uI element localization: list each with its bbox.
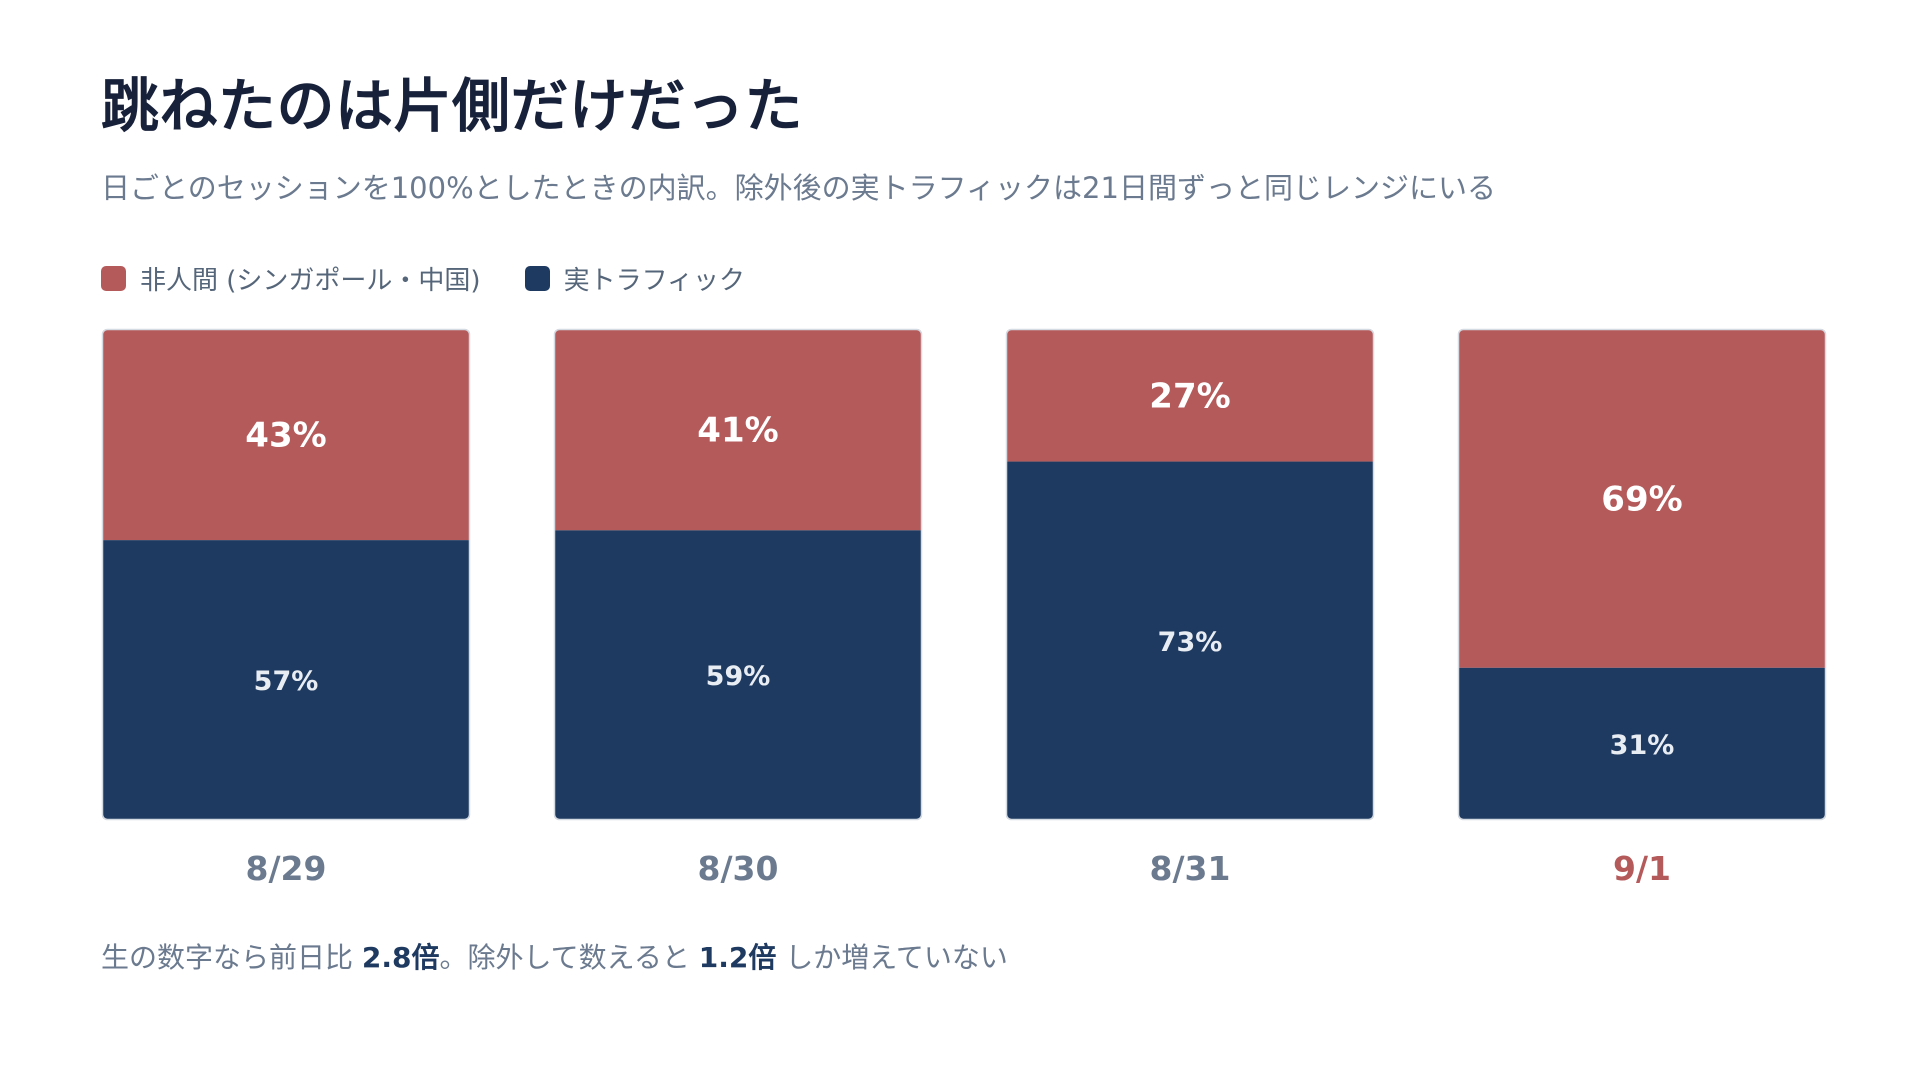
bar-outline-8-31 xyxy=(1005,328,1375,821)
x-tick-label-8-31: 8/31 xyxy=(1150,849,1231,888)
bar-stack-8-29 xyxy=(102,329,470,820)
chart-subtitle: 日ごとのセッションを100%としたときの内訳。除外後の実トラフィックは21日間ず… xyxy=(101,171,1496,205)
data-label-human-9-1: 31% xyxy=(1610,730,1675,761)
bar-segment-human-8-29 xyxy=(102,540,470,820)
bar-segment-human-8-30 xyxy=(554,530,922,820)
data-label-bot-8-29: 43% xyxy=(245,416,326,456)
bar-segment-human-9-1 xyxy=(1458,667,1826,820)
data-label-bot-8-31: 27% xyxy=(1149,376,1230,416)
bar-outline-8-29 xyxy=(101,328,471,821)
legend-swatch-bot xyxy=(101,265,126,291)
bar-group-8-31: 27% 73% 8/31 xyxy=(1005,328,1375,888)
legend-item-bot: 非人間 (シンガポール・中国) xyxy=(101,260,481,297)
footnote-part1: 生の数字なら前日比 xyxy=(101,941,362,974)
chart-title: 跳ねたのは片側だけだった xyxy=(101,72,804,140)
footnote-part3: しか増えていない xyxy=(776,941,1008,974)
data-label-human-8-30: 59% xyxy=(706,661,771,692)
bar-segment-bot-8-31 xyxy=(1006,329,1374,462)
footnote-value-raw: 2.8倍 xyxy=(361,941,440,974)
bar-group-8-30: 41% 59% 8/30 xyxy=(553,328,923,888)
legend-item-human: 実トラフィック xyxy=(524,260,746,297)
footnote: 生の数字なら前日比 2.8倍。除外して数えると 1.2倍 しか増えていない xyxy=(101,936,1008,976)
x-tick-label-9-1: 9/1 xyxy=(1613,849,1671,888)
bar-stack-9-1 xyxy=(1458,329,1826,820)
bar-segment-bot-8-30 xyxy=(554,329,922,531)
bar-group-8-29: 43% 57% 8/29 xyxy=(101,328,471,888)
legend-label-human: 実トラフィック xyxy=(563,265,746,296)
bar-outline-8-30 xyxy=(553,328,923,821)
bar-segment-human-8-31 xyxy=(1006,461,1374,820)
data-label-bot-8-30: 41% xyxy=(697,411,778,451)
legend-swatch-human xyxy=(524,265,550,291)
bar-stack-8-30 xyxy=(554,329,922,820)
data-label-human-8-31: 73% xyxy=(1158,627,1223,658)
chart-legend: 非人間 (シンガポール・中国) 実トラフィック xyxy=(101,260,789,296)
bar-segment-bot-9-1 xyxy=(1458,329,1826,668)
footnote-value-filtered: 1.2倍 xyxy=(698,941,777,974)
bar-group-9-1: 69% 31% 9/1 xyxy=(1457,328,1827,888)
stacked-bar-chart: 43% 57% 8/29 41% 59% 8/30 27% 73% 8/31 69% 31% 9/1 xyxy=(101,328,1827,888)
legend-label-bot: 非人間 (シンガポール・中国) xyxy=(140,265,481,296)
bar-outline-9-1 xyxy=(1457,328,1827,821)
data-label-human-8-29: 57% xyxy=(254,666,319,697)
data-label-bot-9-1: 69% xyxy=(1601,479,1682,519)
x-tick-label-8-29: 8/29 xyxy=(246,849,327,888)
bar-segment-bot-8-29 xyxy=(102,329,470,541)
bar-stack-8-31 xyxy=(1006,329,1374,820)
x-tick-label-8-30: 8/30 xyxy=(698,849,779,888)
footnote-part2: 。除外して数えると xyxy=(439,941,699,974)
